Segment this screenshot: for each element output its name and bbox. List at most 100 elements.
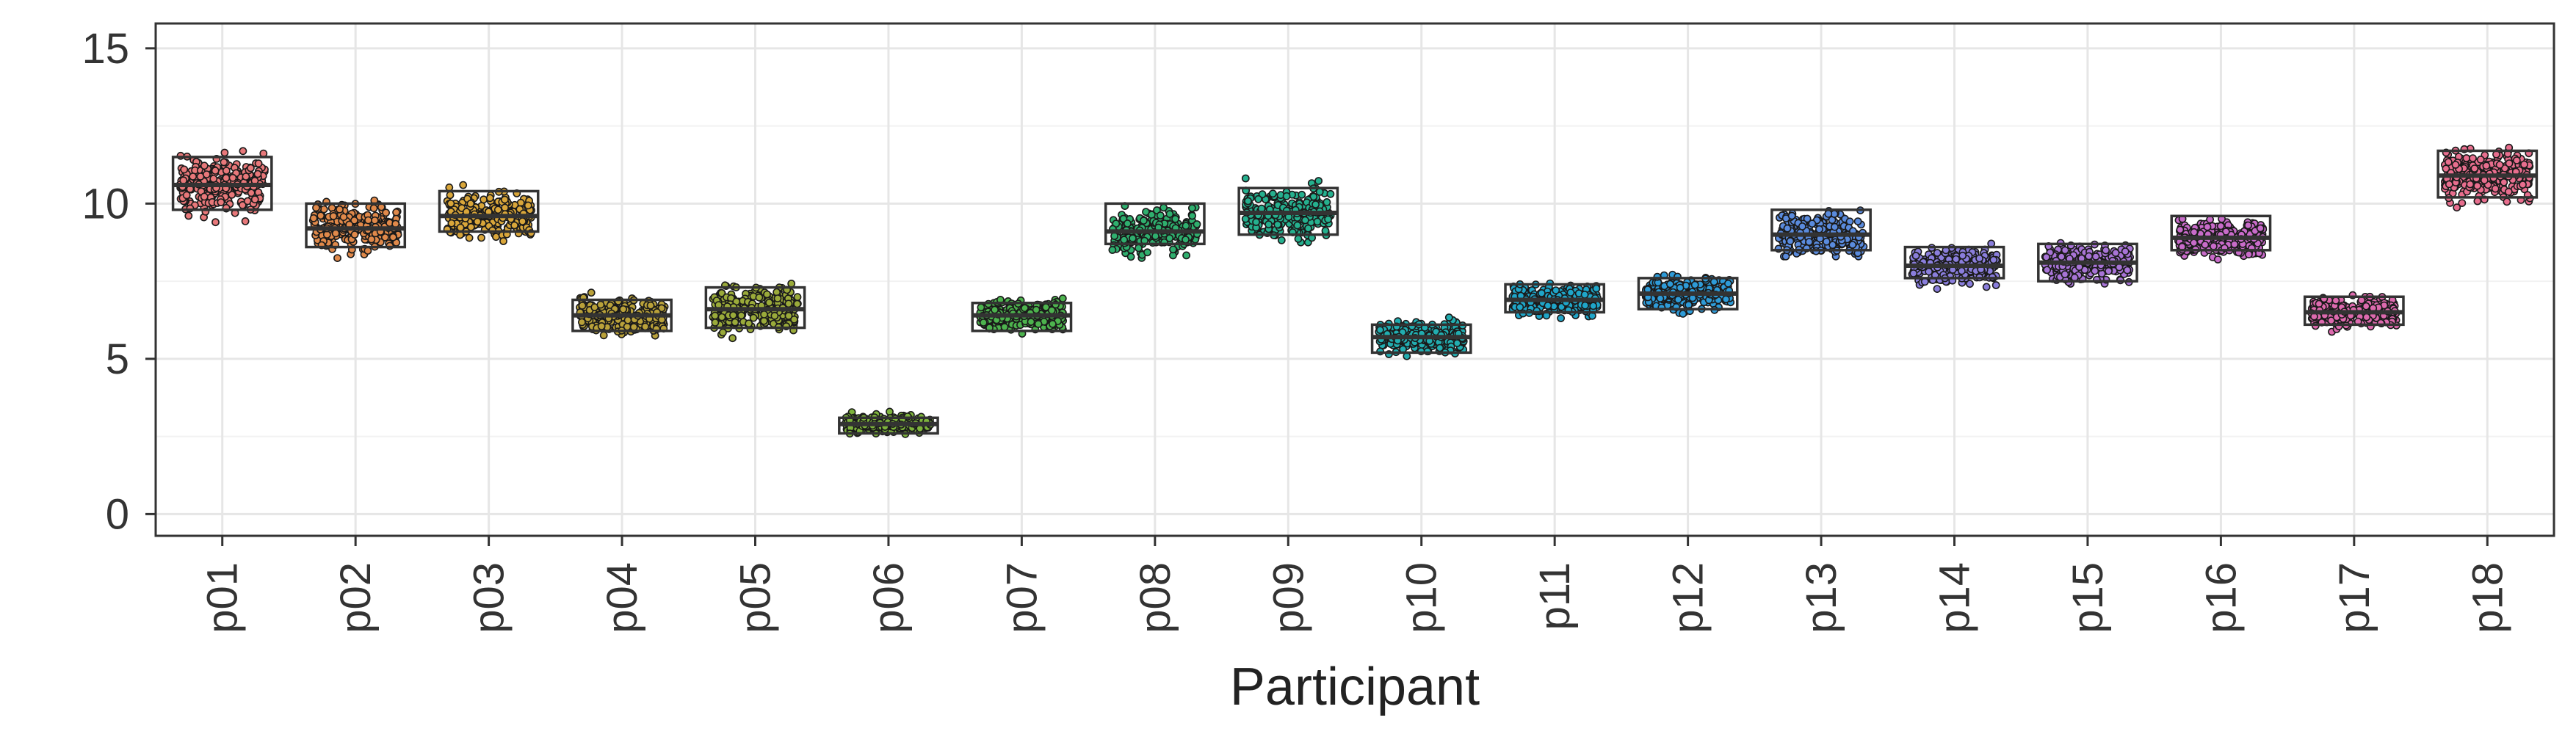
data-point [760,316,768,325]
data-point [1140,217,1148,225]
data-point [1831,222,1839,231]
data-point [719,328,727,337]
data-point [1957,266,1966,275]
data-point [1723,279,1732,288]
data-point [1165,210,1174,218]
data-point [1188,204,1196,212]
data-point [1848,241,1857,249]
data-point [493,206,502,214]
data-point [1444,313,1453,321]
data-point [1000,323,1009,331]
data-point [1126,252,1135,261]
data-point [220,158,228,167]
data-point [773,294,782,302]
data-point [312,203,320,212]
data-point [2453,203,2461,212]
x-axis-title: Participant [1230,658,1480,716]
x-tick-label: p03 [466,562,513,633]
y-tick-label: 5 [106,335,129,383]
data-point [2519,160,2528,169]
data-point [381,233,389,241]
data-point [2362,302,2370,310]
x-tick-label: p05 [732,562,780,633]
data-point [331,229,340,238]
x-tick-label: p13 [1798,562,1845,633]
data-point [253,170,262,178]
data-point [1783,224,1792,233]
data-point [773,288,781,297]
data-point [336,205,344,214]
data-point [350,230,359,239]
data-point [1188,211,1196,220]
data-point [1592,284,1601,293]
data-point [2190,228,2199,236]
data-point [1824,209,1833,218]
data-point [793,299,801,308]
data-point [784,311,793,320]
x-tick-label: p11 [1531,562,1579,630]
data-point [1566,288,1575,297]
data-point [1156,211,1165,219]
data-point [364,216,372,225]
data-point [763,290,771,299]
x-tick-label: p01 [199,562,247,633]
data-point [247,189,256,197]
data-point [242,172,250,181]
data-point [1679,309,1687,318]
data-point [184,211,193,220]
data-point [369,204,378,213]
data-point [241,217,250,225]
data-point [254,159,263,168]
data-point [770,311,779,320]
data-point [1952,255,1961,264]
data-point [737,311,745,320]
data-point [238,200,247,209]
data-point [2190,239,2198,247]
data-point [1159,203,1168,212]
data-point [623,316,632,324]
data-point [1911,252,1920,260]
data-point [1129,234,1137,243]
data-point [2519,181,2527,189]
data-point [1293,221,1302,230]
data-point [524,201,532,210]
data-point [2216,222,2225,230]
data-point [1516,302,1524,311]
data-point [446,199,455,208]
data-point [2512,156,2521,164]
data-point [1376,326,1384,334]
data-point [459,181,468,189]
data-point [518,217,527,225]
data-point [2482,161,2491,170]
data-point [2244,221,2252,230]
data-point [492,233,500,241]
data-point [1552,286,1560,294]
data-point [2111,249,2120,257]
data-point [382,208,390,217]
data-point [717,313,726,321]
x-tick-label: p06 [865,562,913,633]
data-point [329,211,338,220]
data-point [1049,319,1057,328]
data-point [2480,176,2489,184]
data-point [189,172,198,181]
data-point [388,233,397,241]
x-tick-label: p10 [1398,562,1446,633]
data-point [729,310,737,319]
data-point [1975,254,1983,263]
data-point [2315,299,2323,308]
data-point [200,161,209,170]
y-tick-label: 0 [106,490,129,538]
data-point [1781,252,1790,261]
data-point [2213,255,2222,264]
data-point [765,298,773,307]
data-point [2043,266,2051,275]
jitter-group-p01 [176,147,269,227]
data-point [1787,211,1796,220]
data-point [447,219,456,228]
data-point [1311,200,1320,208]
data-point [2256,224,2265,233]
data-point [711,318,720,327]
